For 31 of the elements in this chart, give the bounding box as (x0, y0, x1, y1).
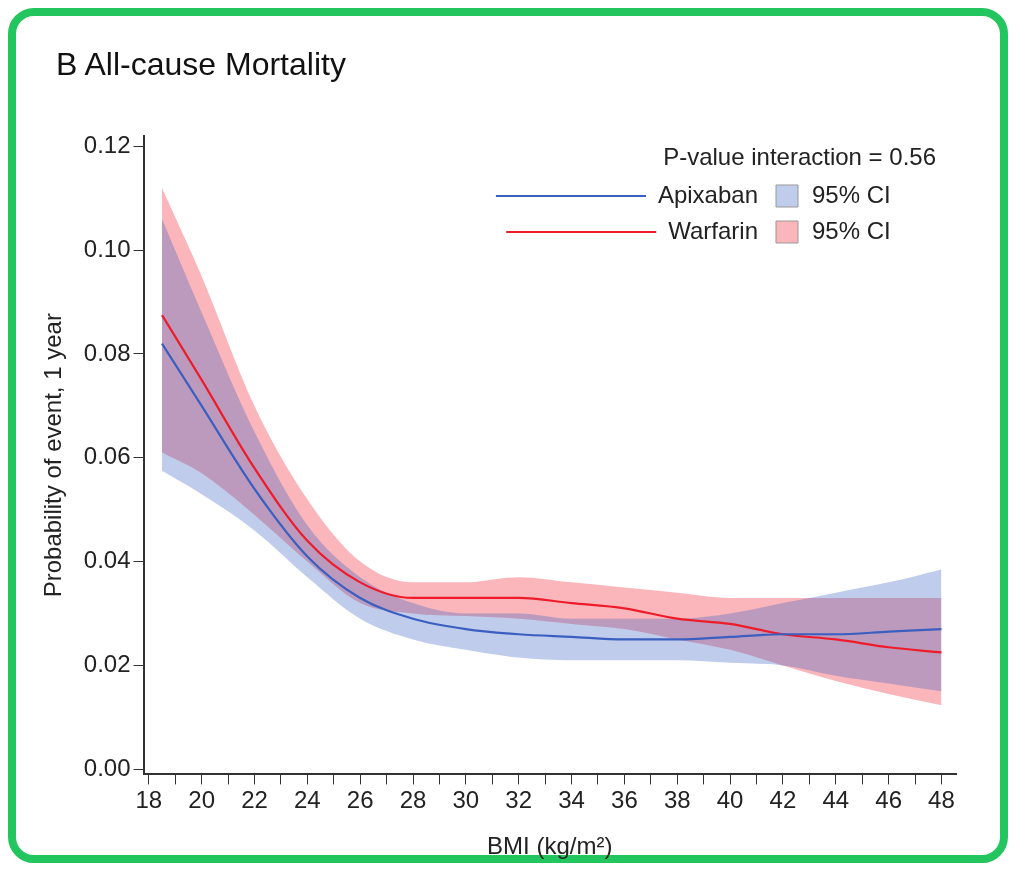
y-axis-title: Probability of event, 1 year (39, 313, 67, 598)
x-tick-label: 42 (769, 786, 797, 814)
y-tick-label: 0.06 (83, 442, 131, 470)
y-tick-label: 0.02 (83, 650, 131, 678)
x-tick-label: 22 (241, 786, 268, 814)
x-tick-label: 44 (822, 786, 850, 814)
legend-title: 95% CI (812, 180, 891, 208)
x-tick-label: 48 (928, 786, 955, 814)
x-tick-label: 38 (663, 786, 691, 814)
x-tick-label: 32 (505, 786, 533, 814)
x-tick-label: 18 (135, 786, 163, 814)
x-tick-label: 20 (188, 786, 215, 814)
x-tick-label: 26 (346, 786, 374, 814)
x-tick-label: 46 (875, 786, 902, 814)
y-tick-label: 0.10 (83, 234, 131, 262)
x-tick-label: 24 (293, 786, 321, 814)
x-tick-label: 28 (399, 786, 427, 814)
legend-label: Warfarin (668, 216, 758, 244)
y-tick-label: 0.12 (83, 131, 131, 159)
text: 95% CI (812, 216, 891, 244)
chart-title: B All-cause Mortality (56, 46, 346, 83)
annotation: P-value interaction = 0.56 (663, 142, 936, 170)
y-tick-label: 0.00 (83, 753, 131, 781)
x-tick-label: 30 (452, 786, 480, 814)
x-tick-label: 36 (611, 786, 638, 814)
y-tick-label: 0.04 (83, 546, 131, 574)
y-tick-label: 0.08 (83, 338, 131, 366)
legend-label: Apixaban (657, 180, 758, 208)
x-axis-title: BMI (kg/m²) (487, 832, 613, 860)
x-tick-label: 40 (716, 786, 744, 814)
x-tick-label: 34 (558, 786, 585, 814)
